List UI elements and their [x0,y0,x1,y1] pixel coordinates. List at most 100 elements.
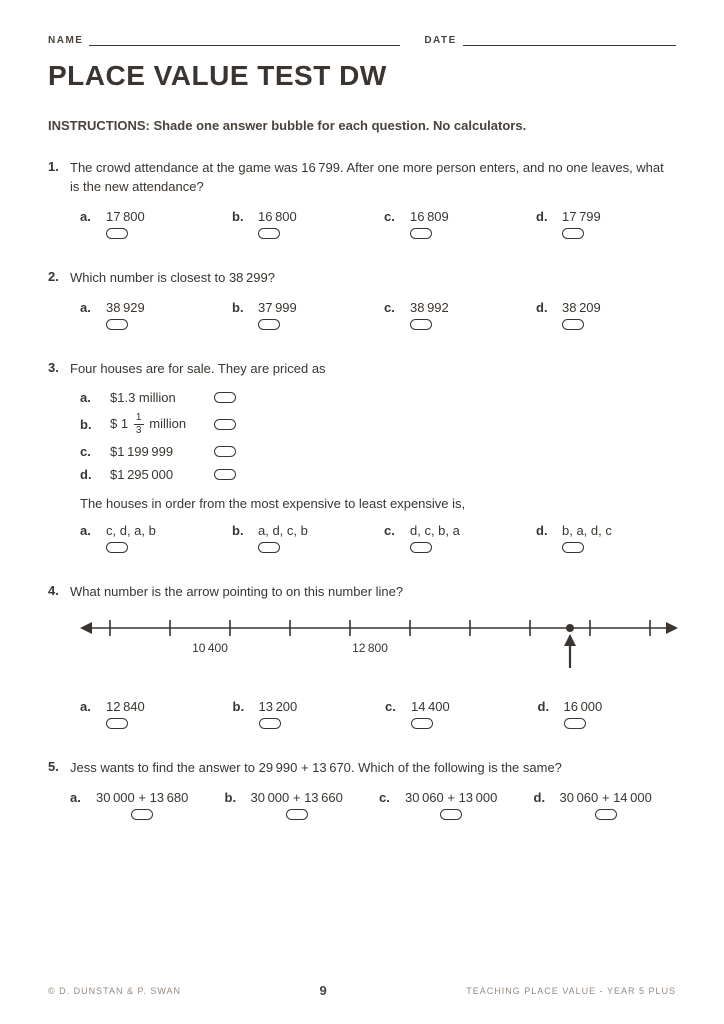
q1-c-val: 16 809 [410,209,449,224]
q5-a-bubble[interactable] [131,809,153,820]
q5-options: a.30 000 + 13 680 b.30 000 + 13 660 c.30… [70,790,676,820]
q4-a-val: 12 840 [106,699,145,714]
q1-opt-a: a.17 800 [80,209,220,239]
q4-c-bubble[interactable] [411,718,433,729]
q5-number: 5. [48,759,70,820]
svg-text:12 800: 12 800 [352,641,388,655]
q2-text: Which number is closest to 38 299? [70,269,676,288]
number-line-svg: 10 400 12 800 [70,614,678,680]
question-5: 5. Jess wants to find the answer to 29 9… [48,759,676,820]
q3-price-b-val: $ 1 13 million [110,413,200,436]
q1-opt-c: c.16 809 [384,209,524,239]
date-input-line[interactable] [463,34,676,46]
q2-opt-b: b.37 999 [232,300,372,330]
date-field: DATE [424,34,676,46]
q3-price-c-bubble[interactable] [214,446,236,457]
q3-price-b: b.$ 1 13 million [80,413,676,436]
q4-opt-c: c.14 400 [385,699,526,729]
q2-opt-a: a.38 929 [80,300,220,330]
q5-d-val: 30 060 + 14 000 [560,790,652,805]
q3-c-bubble[interactable] [410,542,432,553]
q1-d-val: 17 799 [562,209,601,224]
q2-d-val: 38 209 [562,300,601,315]
question-1: 1. The crowd attendance at the game was … [48,159,676,239]
q2-number: 2. [48,269,70,330]
q4-d-bubble[interactable] [564,718,586,729]
q4-opt-b: b.13 200 [233,699,374,729]
q1-a-val: 17 800 [106,209,145,224]
question-3: 3. Four houses are for sale. They are pr… [48,360,676,554]
footer-left: © D. DUNSTAN & P. SWAN [48,986,181,996]
q4-text: What number is the arrow pointing to on … [70,583,678,602]
instructions: INSTRUCTIONS: Shade one answer bubble fo… [48,118,676,133]
q1-b-bubble[interactable] [258,228,280,239]
q1-a-bubble[interactable] [106,228,128,239]
q5-c-bubble[interactable] [440,809,462,820]
q3-b-val: a, d, c, b [258,523,308,538]
q5-b-bubble[interactable] [286,809,308,820]
name-field: NAME [48,34,400,46]
q5-c-val: 30 060 + 13 000 [405,790,497,805]
q3-price-list: a.$1.3 million b.$ 1 13 million c.$1 199… [70,390,676,482]
q3-price-a-val: $1.3 million [110,390,200,405]
q3-price-a: a.$1.3 million [80,390,676,405]
q2-a-val: 38 929 [106,300,145,315]
q4-options: a.12 840 b.13 200 c.14 400 d.16 000 [70,699,678,729]
q3-price-b-bubble[interactable] [214,419,236,430]
q1-c-bubble[interactable] [410,228,432,239]
q3-opt-b: b.a, d, c, b [232,523,372,553]
question-4: 4. What number is the arrow pointing to … [48,583,676,729]
q2-opt-d: d.38 209 [536,300,676,330]
q3-price-c-val: $1 199 999 [110,444,200,459]
fraction-icon: 13 [134,413,144,436]
q3-d-bubble[interactable] [562,542,584,553]
q3-b-bubble[interactable] [258,542,280,553]
q4-d-val: 16 000 [564,699,603,714]
q3-price-a-bubble[interactable] [214,392,236,403]
q5-a-val: 30 000 + 13 680 [96,790,188,805]
q5-opt-d: d.30 060 + 14 000 [534,790,677,820]
q5-opt-b: b.30 000 + 13 660 [225,790,368,820]
q2-d-bubble[interactable] [562,319,584,330]
q2-b-bubble[interactable] [258,319,280,330]
q4-opt-a: a.12 840 [80,699,221,729]
q3-price-d-val: $1 295 000 [110,467,200,482]
q3-price-d-bubble[interactable] [214,469,236,480]
q3-price-c: c.$1 199 999 [80,444,676,459]
q2-b-val: 37 999 [258,300,297,315]
q2-c-bubble[interactable] [410,319,432,330]
page-title: PLACE VALUE TEST DW [48,60,676,92]
q3-text: Four houses are for sale. They are price… [70,360,676,379]
q3-d-val: b, a, d, c [562,523,612,538]
q1-opt-d: d.17 799 [536,209,676,239]
q1-text: The crowd attendance at the game was 16 … [70,159,676,197]
q3-opt-c: c.d, c, b, a [384,523,524,553]
question-2: 2. Which number is closest to 38 299? a.… [48,269,676,330]
q4-c-val: 14 400 [411,699,450,714]
q1-options: a.17 800 b.16 800 c.16 809 d.17 799 [70,209,676,239]
q3-options: a.c, d, a, b b.a, d, c, b c.d, c, b, a d… [70,523,676,553]
q4-b-bubble[interactable] [259,718,281,729]
q2-a-bubble[interactable] [106,319,128,330]
name-label: NAME [48,35,83,46]
svg-text:10 400: 10 400 [192,641,228,655]
footer-page: 9 [320,983,328,998]
q3-price-d: d.$1 295 000 [80,467,676,482]
q3-opt-a: a.c, d, a, b [80,523,220,553]
q3-opt-d: d.b, a, d, c [536,523,676,553]
footer-right: TEACHING PLACE VALUE - YEAR 5 PLUS [466,986,676,996]
q5-b-val: 30 000 + 13 660 [251,790,343,805]
q3-a-val: c, d, a, b [106,523,156,538]
q3-c-val: d, c, b, a [410,523,460,538]
q3-a-bubble[interactable] [106,542,128,553]
page-footer: © D. DUNSTAN & P. SWAN 9 TEACHING PLACE … [48,983,676,998]
q1-b-val: 16 800 [258,209,297,224]
q3-followup: The houses in order from the most expens… [80,496,676,511]
date-label: DATE [424,35,456,46]
q4-a-bubble[interactable] [106,718,128,729]
q5-d-bubble[interactable] [595,809,617,820]
name-input-line[interactable] [89,34,400,46]
q2-c-val: 38 992 [410,300,449,315]
q1-d-bubble[interactable] [562,228,584,239]
q5-text: Jess wants to find the answer to 29 990 … [70,759,676,778]
